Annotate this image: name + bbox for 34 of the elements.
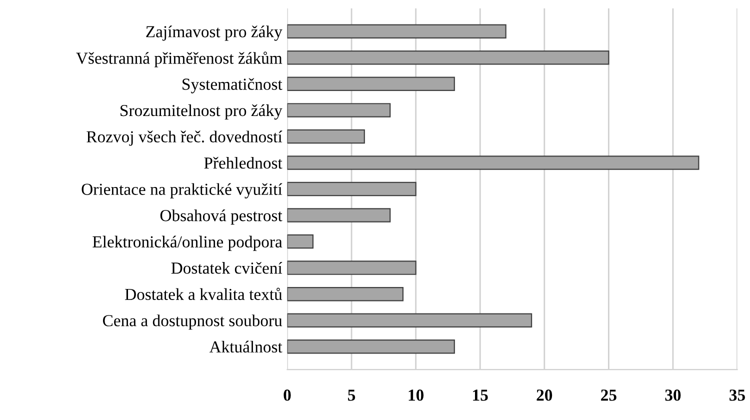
bar xyxy=(287,156,700,170)
x-tick-label: 10 xyxy=(408,390,424,401)
x-tick-label: 15 xyxy=(473,390,488,401)
bar xyxy=(287,50,610,65)
y-tick-label: Dostatek cvičení xyxy=(171,262,282,274)
bar xyxy=(287,339,455,354)
y-tick-label: Zajímavost pro žáky xyxy=(146,26,282,41)
x-tick-label: 5 xyxy=(348,390,356,401)
x-tick-label: 20 xyxy=(536,390,552,401)
y-tick-label: Dostatek a kvalita textů xyxy=(125,288,282,300)
y-tick-label: Všestranná přiměřenost žákům xyxy=(76,52,282,68)
x-tick-label: 25 xyxy=(601,390,616,401)
x-tick-label: 30 xyxy=(665,390,681,401)
y-tick-label: Srozumitelnost pro žáky xyxy=(120,104,282,120)
y-tick-label: Elektronická/online podpora xyxy=(92,236,282,251)
y-tick-label: Rozvoj všech řeč. dovedností xyxy=(86,130,282,146)
y-tick-label: Systematičnost xyxy=(182,78,282,94)
bar xyxy=(287,260,416,275)
bar xyxy=(287,208,391,222)
y-tick-label: Orientace na praktické využití xyxy=(82,183,282,198)
y-tick-label: Přehlednost xyxy=(204,156,282,169)
y-tick-label: Aktuálnost xyxy=(209,340,282,353)
y-tick-label: Cena a dostupnost souboru xyxy=(102,314,282,330)
bar xyxy=(287,129,365,144)
bar xyxy=(287,103,391,118)
y-tick-label: Obsahová pestrost xyxy=(160,209,282,225)
bar xyxy=(287,76,455,92)
bar xyxy=(287,182,416,196)
bar xyxy=(287,286,404,302)
bar xyxy=(287,234,314,249)
x-tick-label: 35 xyxy=(730,390,745,401)
bar xyxy=(287,313,532,328)
x-tick-label: 0 xyxy=(284,390,291,401)
bar xyxy=(287,24,506,39)
